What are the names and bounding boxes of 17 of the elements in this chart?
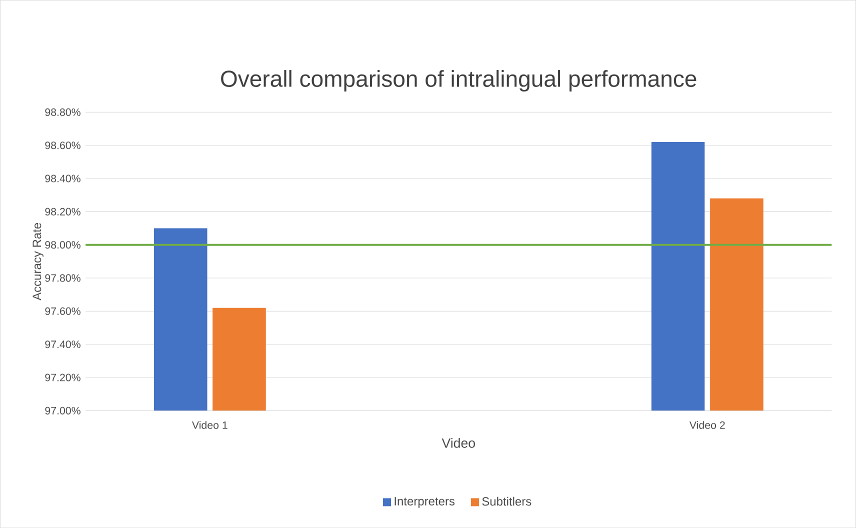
chart-title: Overall comparison of intralingual performance: [221, 70, 696, 92]
x-tick-label: Video 2: [689, 420, 725, 429]
y-tick-label: 98.40%: [45, 174, 80, 182]
legend-label: Interpreters: [394, 496, 455, 508]
y-tick-label: 97.40%: [45, 340, 80, 348]
y-tick-label: 97.20%: [45, 374, 80, 382]
y-tick-label: 98.80%: [45, 108, 80, 116]
y-tick-label: 97.60%: [45, 307, 80, 315]
y-tick-label: 98.60%: [45, 142, 80, 150]
y-tick-label: 98.20%: [45, 208, 80, 216]
y-tick-label: 97.80%: [45, 274, 80, 282]
y-tick-label: 98.00%: [45, 240, 80, 249]
y-tick-label: 97.00%: [45, 406, 80, 414]
x-axis-title: Video: [442, 438, 476, 448]
y-axis-title: Accuracy Rate: [32, 222, 44, 300]
legend-label: Subtitlers: [482, 496, 532, 506]
x-tick-label: Video 1: [192, 420, 228, 429]
